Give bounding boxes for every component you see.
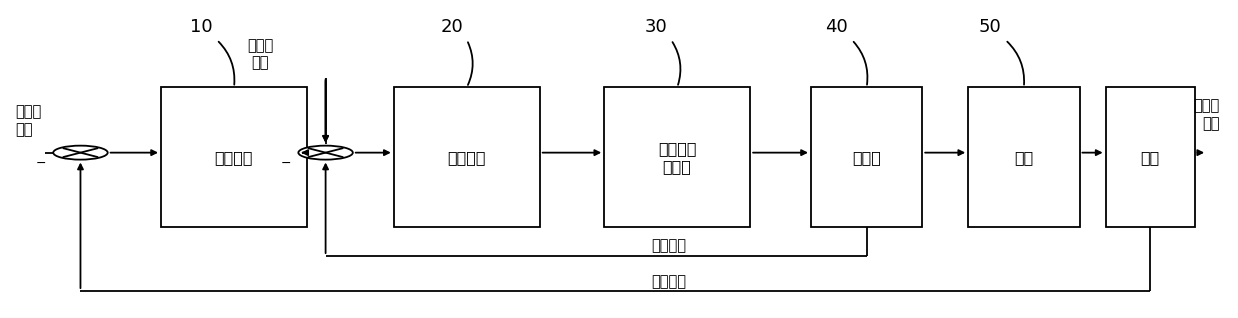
Text: 出水口: 出水口 bbox=[852, 150, 881, 165]
Bar bbox=[394, 87, 540, 227]
Text: 水毯: 水毯 bbox=[1014, 150, 1034, 165]
Text: 40: 40 bbox=[826, 18, 848, 36]
Bar bbox=[811, 87, 922, 227]
Text: −: − bbox=[281, 157, 291, 169]
Text: −: − bbox=[36, 157, 46, 169]
Circle shape bbox=[298, 146, 353, 160]
Bar bbox=[968, 87, 1080, 227]
Text: 目标体
温值: 目标体 温值 bbox=[15, 105, 41, 137]
Text: 20: 20 bbox=[441, 18, 463, 36]
Bar bbox=[604, 87, 750, 227]
Text: 50: 50 bbox=[979, 18, 1002, 36]
Text: 半导体温
控组件: 半导体温 控组件 bbox=[657, 141, 697, 174]
Text: 30: 30 bbox=[645, 18, 667, 36]
Bar bbox=[161, 87, 307, 227]
Text: 主控制器: 主控制器 bbox=[214, 150, 254, 165]
Bar bbox=[1106, 87, 1195, 227]
Text: 水温反馈: 水温反馈 bbox=[651, 238, 686, 253]
Text: 患者体
温值: 患者体 温值 bbox=[1193, 98, 1219, 131]
Text: 患者: 患者 bbox=[1140, 150, 1160, 165]
Text: 副控制器: 副控制器 bbox=[447, 150, 487, 165]
Text: 体温反馈: 体温反馈 bbox=[651, 274, 686, 289]
Text: 10: 10 bbox=[191, 18, 213, 36]
Circle shape bbox=[53, 146, 108, 160]
Text: 目标水
温值: 目标水 温值 bbox=[246, 38, 274, 70]
